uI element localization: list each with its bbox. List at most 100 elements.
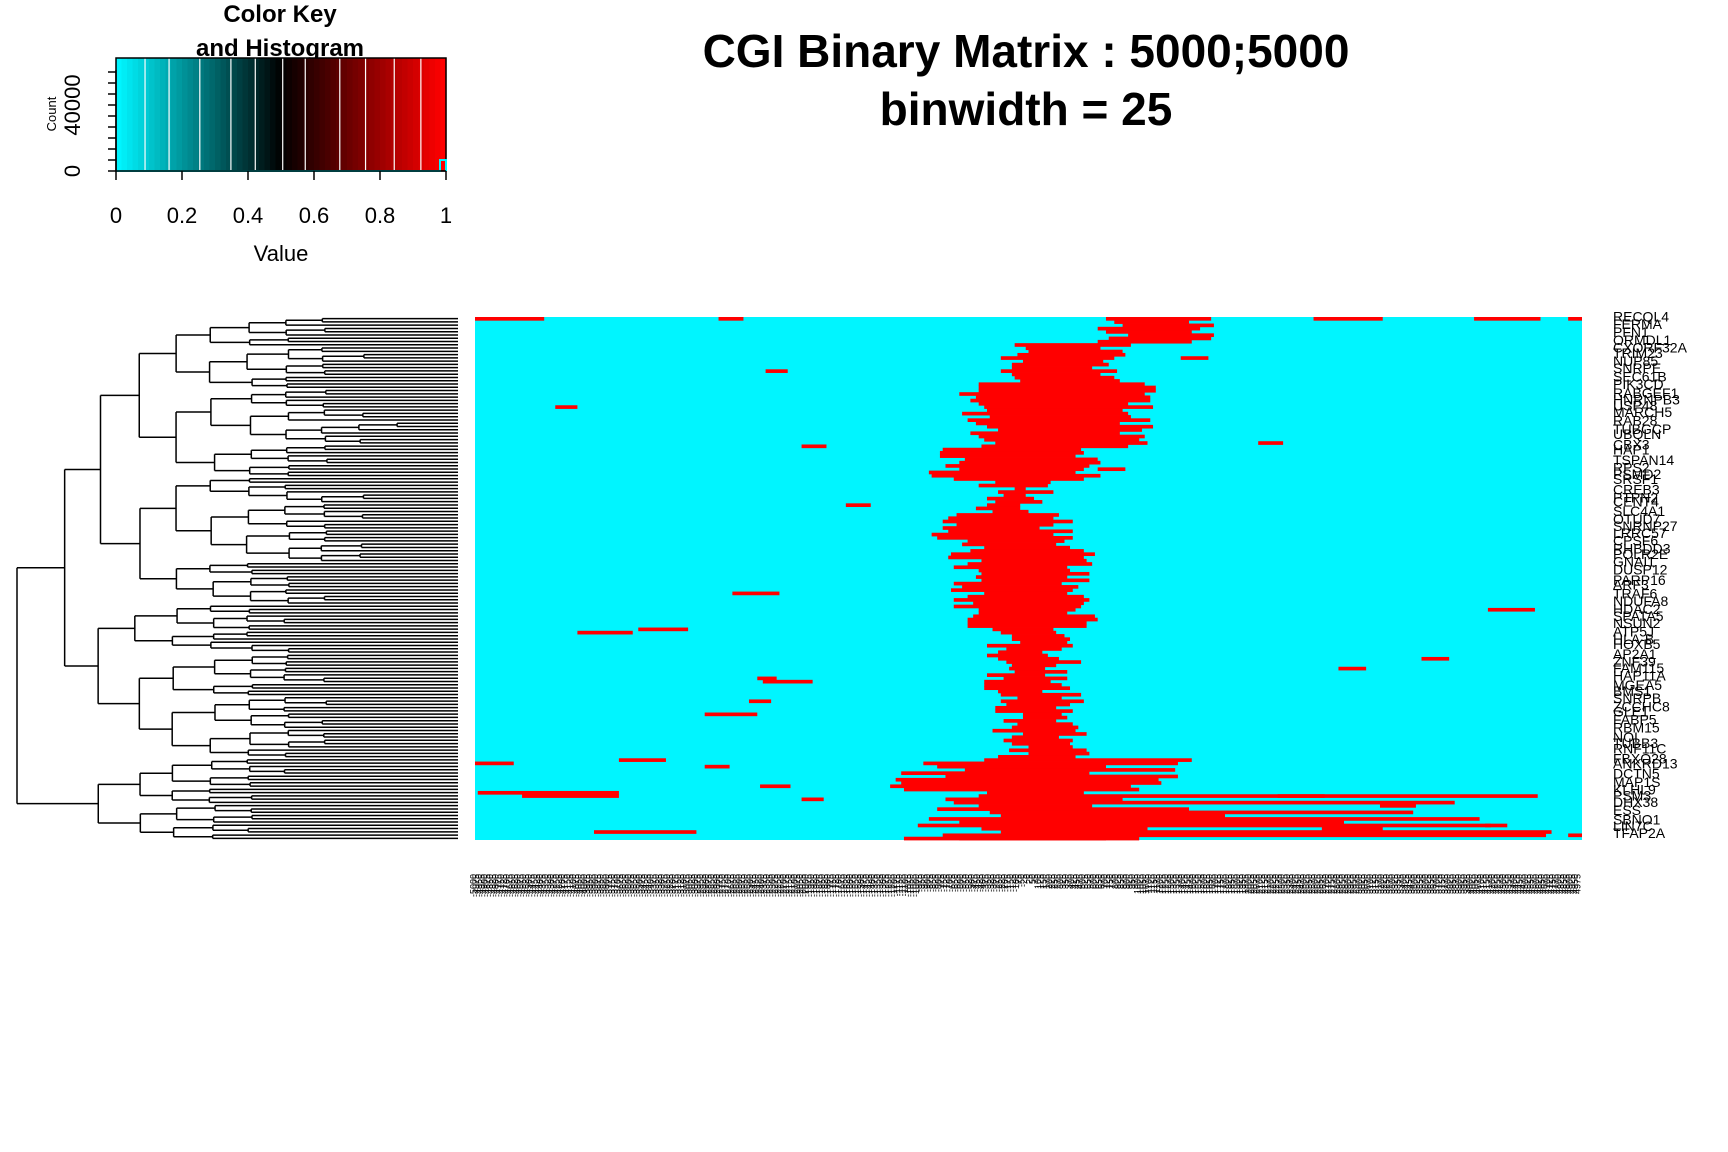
color-key-swatch [138,58,145,171]
column-label: -3975 [582,874,592,897]
column-label: 3025 [1357,874,1367,894]
column-label: 50 [1027,874,1037,884]
heatmap-grid [475,317,1582,841]
column-label: 3250 [1382,874,1392,894]
column-label: 4500 [1520,874,1530,894]
heatmap-cell [1014,375,1115,380]
column-label: 2500 [1299,874,1309,894]
column-label: 1675 [1207,874,1217,894]
column-label: -3175 [670,874,680,897]
column-label: 2000 [1243,874,1253,894]
column-label: -2600 [734,874,744,897]
column-label: -3000 [690,874,700,897]
heatmap-cell [1011,735,1059,740]
column-label: 575 [1086,874,1096,889]
heatmap-cell [1487,607,1535,612]
color-key-gradient [116,58,447,171]
row-label: DCTN5 [1613,765,1660,781]
row-label: PSMD2 [1613,466,1661,482]
heatmap-cell [948,529,1073,534]
column-label: -1350 [872,874,882,897]
column-label: -4200 [557,874,567,897]
column-label: -800 [933,874,943,892]
heatmap-cell [901,781,1162,785]
heatmap-cell [948,516,1054,521]
heatmap-cell [1086,784,1095,789]
color-key-swatch [336,58,343,171]
heatmap-cell [978,483,1048,488]
heatmap-cell [1014,670,1068,674]
row-label: HLA-B [1613,631,1654,647]
heatmap-cell [945,464,1090,468]
column-label: -425 [975,874,985,892]
heatmap-cell [978,385,1156,390]
color-key-x-tick-label: 1 [440,203,452,228]
heatmap-cell [989,810,1414,815]
color-key-x-tick-label: 0.6 [299,203,330,228]
column-label: 3525 [1412,874,1422,894]
color-key-histogram-lines [144,58,422,171]
heatmap-cell [986,408,1123,413]
heatmap-cell [1150,817,1223,821]
row-label: FABP5 [1613,711,1657,727]
column-label: -3300 [657,874,667,897]
column-label: -600 [955,874,965,892]
column-label: -2875 [704,874,714,897]
column-label: -625 [953,874,963,892]
heatmap-cell [956,522,1054,527]
column-label: 1700 [1210,874,1220,894]
color-key-swatch [374,58,381,171]
row-label: OTUD7 [1613,511,1661,527]
row-label: SEC61B [1613,368,1667,384]
column-label: -3050 [684,874,694,897]
heatmap-cell [970,549,1084,553]
column-label: 4650 [1537,874,1547,894]
heatmap-cell [937,536,1073,540]
column-label: 1125 [1146,874,1156,893]
row-label: RECQL4 [1613,308,1669,324]
column-label: -1250 [884,874,894,897]
heatmap-cell [984,591,1068,596]
column-label: -4650 [507,874,517,897]
color-key-x-ticks: 0 0.2 0.4 0.6 0.8 1 [110,171,452,228]
column-label: 3800 [1443,874,1453,894]
column-label: 2875 [1340,874,1350,894]
row-label: DUSP12 [1613,562,1668,578]
heatmap-cell [1105,317,1212,321]
heatmap-cell [704,764,730,769]
column-label: -2850 [706,874,716,897]
column-label: 3950 [1459,874,1469,894]
column-label: 3350 [1393,874,1403,894]
column-label: 1075 [1141,874,1151,894]
row-label: PIK3CD [1613,376,1664,392]
color-key-swatch [369,58,376,171]
column-label: 2925 [1346,874,1356,894]
column-label: 1550 [1193,874,1203,894]
heatmap-cell [1474,317,1541,321]
column-label: -250 [994,874,1004,892]
heatmap-cell [953,477,1084,481]
row-label: BMS1 [1613,683,1651,699]
column-label: 925 [1124,874,1134,889]
column-label: 3825 [1445,874,1455,894]
column-label: -1950 [806,874,816,897]
heatmap-cell [1014,486,1026,491]
color-key-swatch [424,58,431,171]
row-label: HNRNPB3 [1613,392,1680,408]
heatmap-cell [992,509,1029,514]
color-key-y-ticks [108,71,116,172]
column-label: -3425 [643,874,653,897]
color-key-swatch [264,58,271,171]
column-label: -2400 [756,874,766,897]
heatmap-cell [1022,359,1104,364]
heatmap-cell [1114,320,1190,324]
heatmap-cell [1028,751,1090,756]
column-label: 4075 [1473,874,1483,894]
heatmap-cell [594,830,697,834]
color-key-swatch [385,58,392,171]
heatmap-cell [998,650,1043,655]
column-label: -4275 [549,874,559,897]
column-label: 1925 [1235,874,1245,894]
column-label: 4700 [1542,874,1552,894]
row-label: TUBB3 [1613,735,1658,751]
